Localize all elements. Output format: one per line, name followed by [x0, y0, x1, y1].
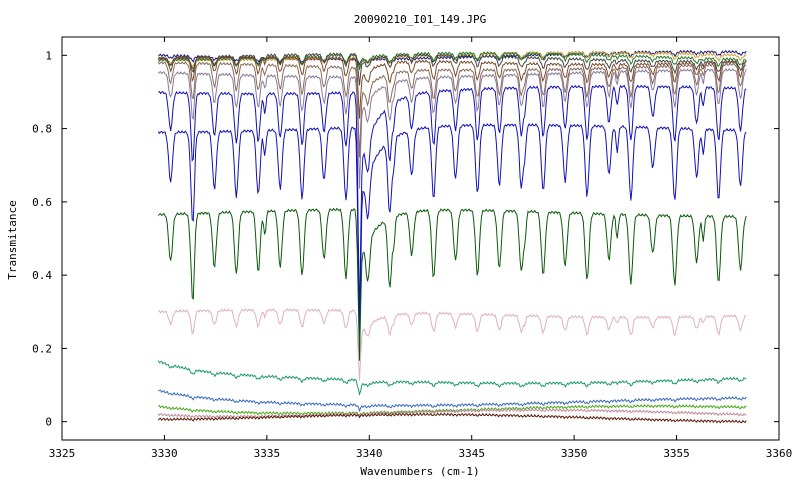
- y-tick-label: 0: [45, 416, 52, 429]
- series-line: [158, 308, 747, 381]
- series-line: [157, 412, 747, 424]
- plot-frame: [61, 36, 780, 441]
- y-tick-label: 1: [45, 49, 52, 62]
- series-line: [157, 360, 747, 397]
- series-line: [158, 404, 747, 417]
- series-line: [157, 61, 747, 158]
- y-axis: 0 0.2 0.4 0.6 0.8 1: [32, 49, 779, 429]
- series-line: [157, 207, 747, 361]
- series-line: [157, 389, 747, 413]
- series-group: [157, 49, 747, 424]
- series-line: [158, 55, 747, 119]
- x-tick-label: 3335: [254, 447, 281, 460]
- x-axis-label: Wavenumbers (cm-1): [360, 465, 479, 478]
- x-tick-label: 3360: [766, 447, 793, 460]
- x-axis: 3325 3330 3335 3340 3345 3350 3355 3360: [49, 37, 793, 460]
- y-axis-label: Transmitance: [6, 200, 19, 279]
- x-tick-label: 3340: [356, 447, 383, 460]
- series-line: [157, 52, 747, 86]
- y-tick-label: 0.4: [32, 269, 52, 282]
- x-tick-label: 3345: [458, 447, 485, 460]
- y-tick-label: 0.8: [32, 123, 52, 136]
- x-tick-label: 3325: [49, 447, 76, 460]
- series-line: [157, 68, 747, 189]
- chart-title: 20090210_I01_149.JPG: [354, 13, 486, 26]
- x-tick-label: 3350: [561, 447, 588, 460]
- y-tick-label: 0.6: [32, 196, 52, 209]
- series-line: [157, 123, 747, 358]
- y-tick-label: 0.2: [32, 342, 52, 355]
- x-tick-label: 3330: [151, 447, 178, 460]
- x-tick-label: 3355: [663, 447, 690, 460]
- series-line: [158, 84, 747, 323]
